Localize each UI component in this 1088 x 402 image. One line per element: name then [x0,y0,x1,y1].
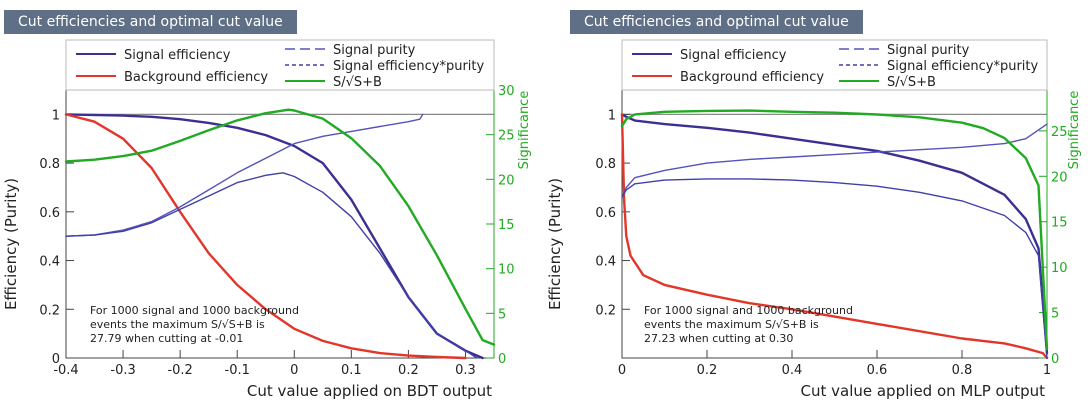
y-tick-label: 0.6 [39,206,60,221]
legend-label: Signal efficiency [124,48,231,63]
y-tick-label: 0.8 [39,157,60,172]
chart-svg-mlp: 0 0.2 0.4 0.6 0.8 10.20.40.60.810510152025Cut… [546,39,1082,400]
chart-panel-bdt: Cut efficiencies and optimal cut value -… [2,10,532,400]
series-line-signal-purity [65,113,424,237]
x-tick-label: -0.3 [110,363,135,378]
chart-svg-bdt: -0.4 -0.3 -0.2 -0.1 0 0.1 0.2 0.3 0 0.2 0.4 0.6 0.8 1… [2,39,532,400]
legend-label: Background efficiency [680,70,824,85]
x-tick-label: 0.1 [341,363,362,378]
y2-tick-label: 30 [498,84,515,99]
x-tick-label: 0.4 [782,363,803,378]
x-axis-label: Cut value applied on MLP output [801,382,1046,400]
y-tick-label: 1 [608,108,616,123]
y2-tick-label: 0 [1051,352,1059,367]
y2-tick-label: 5 [498,307,506,322]
series-line-sig-eff-purity [65,172,478,359]
y-tick-label: 1 [52,108,60,123]
y-tick-label: 0.4 [39,255,60,270]
series-line-significance [620,109,1049,351]
legend-label: Signal efficiency*purity [887,59,1039,74]
y-axis-label: Efficiency (Purity) [2,178,20,310]
legend-label: S/√S+B [333,75,382,90]
series-line-background-eff [64,113,467,360]
legend-label: Signal efficiency*purity [333,59,485,74]
legend-label: Signal efficiency [680,48,787,63]
y-tick-label: 0.2 [595,303,616,318]
annotation-line: For 1000 signal and 1000 background [90,304,299,317]
y2-axis-label: Significance [517,91,532,170]
legend-label: Signal purity [333,43,416,58]
series-line-background-eff [620,113,1049,360]
legend-label: Background efficiency [124,70,268,85]
annotation-line: 27.79 when cutting at -0.01 [90,332,243,345]
y-tick-label: 0.8 [595,157,616,172]
series-line-significance [64,108,496,346]
chart-title: Cut efficiencies and optimal cut value [4,10,297,34]
x-tick-label: 0.2 [697,363,718,378]
y2-tick-label: 20 [1051,170,1068,185]
x-tick-label: -0.1 [225,363,250,378]
legend-label: Signal purity [887,43,970,58]
y2-tick-label: 15 [1051,216,1068,231]
x-axis-label: Cut value applied on BDT output [247,382,492,400]
legend-box [65,39,495,91]
series-line-sig-eff-purity [621,178,1048,359]
annotation-line: events the maximum S/√S+B is [90,318,265,331]
x-tick-label: 0.8 [952,363,973,378]
x-tick-label: 0.3 [455,363,476,378]
y2-axis-label: Significance [1067,91,1082,170]
y2-tick-label: 5 [1051,307,1059,322]
y-tick-label: 0.2 [39,303,60,318]
legend-box [621,39,1048,91]
series-line-signal-purity [621,123,1048,198]
y-axis-label: Efficiency (Purity) [546,178,564,310]
x-tick-label: 0.6 [867,363,888,378]
x-tick-label: 0 [618,363,626,378]
annotation-line: 27.23 when cutting at 0.30 [644,332,793,345]
y2-tick-label: 15 [498,218,515,233]
y2-tick-label: 25 [498,129,515,144]
x-tick-label: 1 [1043,363,1051,378]
chart-panel-mlp: Cut efficiencies and optimal cut value 0… [544,0,1088,402]
legend-label: S/√S+B [887,75,936,90]
y-tick-label: 0.6 [595,206,616,221]
annotation-line: For 1000 signal and 1000 background [644,304,853,317]
y-tick-label: 0 [52,352,60,367]
x-tick-label: -0.2 [167,363,192,378]
y2-tick-label: 20 [498,173,515,188]
y2-tick-label: 10 [1051,261,1068,276]
chart-title: Cut efficiencies and optimal cut value [570,10,863,34]
x-tick-label: -0.4 [53,363,78,378]
y2-tick-label: 0 [498,352,506,367]
series-line-signal-eff [620,113,1049,355]
y2-tick-label: 10 [498,263,515,278]
y2-tick-label: 25 [1051,125,1068,140]
y-tick-label: 0.4 [595,255,616,270]
x-tick-label: 0.2 [398,363,419,378]
annotation-line: events the maximum S/√S+B is [644,318,819,331]
x-tick-label: 0 [290,363,298,378]
